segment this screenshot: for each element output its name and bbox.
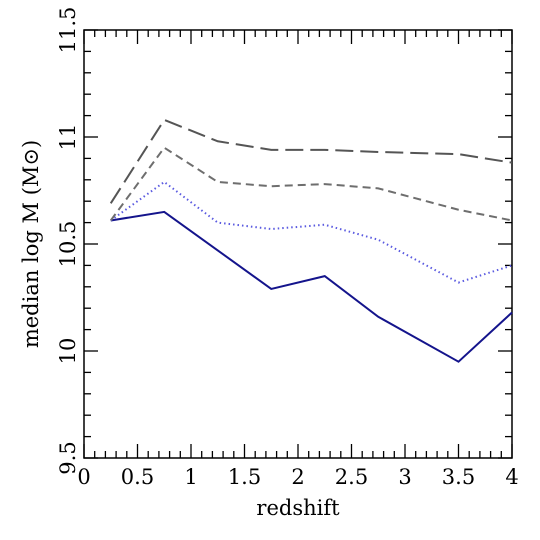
- series-line: [109, 118, 513, 204]
- y-axis-label: median log M (M⊙): [19, 140, 43, 348]
- x-tick-label: 0.5: [121, 465, 154, 489]
- x-tick-label: 1.5: [228, 465, 261, 489]
- series-line: [110, 180, 513, 284]
- x-tick-label: 1: [184, 465, 197, 489]
- x-tick-label: 3.5: [442, 465, 475, 489]
- x-tick-label: 2: [291, 465, 304, 489]
- x-tick-label: 4: [505, 465, 518, 489]
- x-tick-label: 2.5: [335, 465, 368, 489]
- x-axis-label: redshift: [256, 496, 340, 520]
- plot-frame: [83, 29, 513, 459]
- y-tick-label: 11: [56, 124, 80, 151]
- series-line: [109, 146, 513, 222]
- series-line: [110, 210, 513, 363]
- y-tick-label: 11.5: [56, 7, 80, 54]
- x-tick-label: 3: [398, 465, 411, 489]
- x-tick-label: 0: [77, 465, 90, 489]
- y-tick-label: 10: [56, 338, 80, 365]
- y-tick-label: 9.5: [56, 441, 80, 474]
- y-tick-label: 10.5: [56, 221, 80, 268]
